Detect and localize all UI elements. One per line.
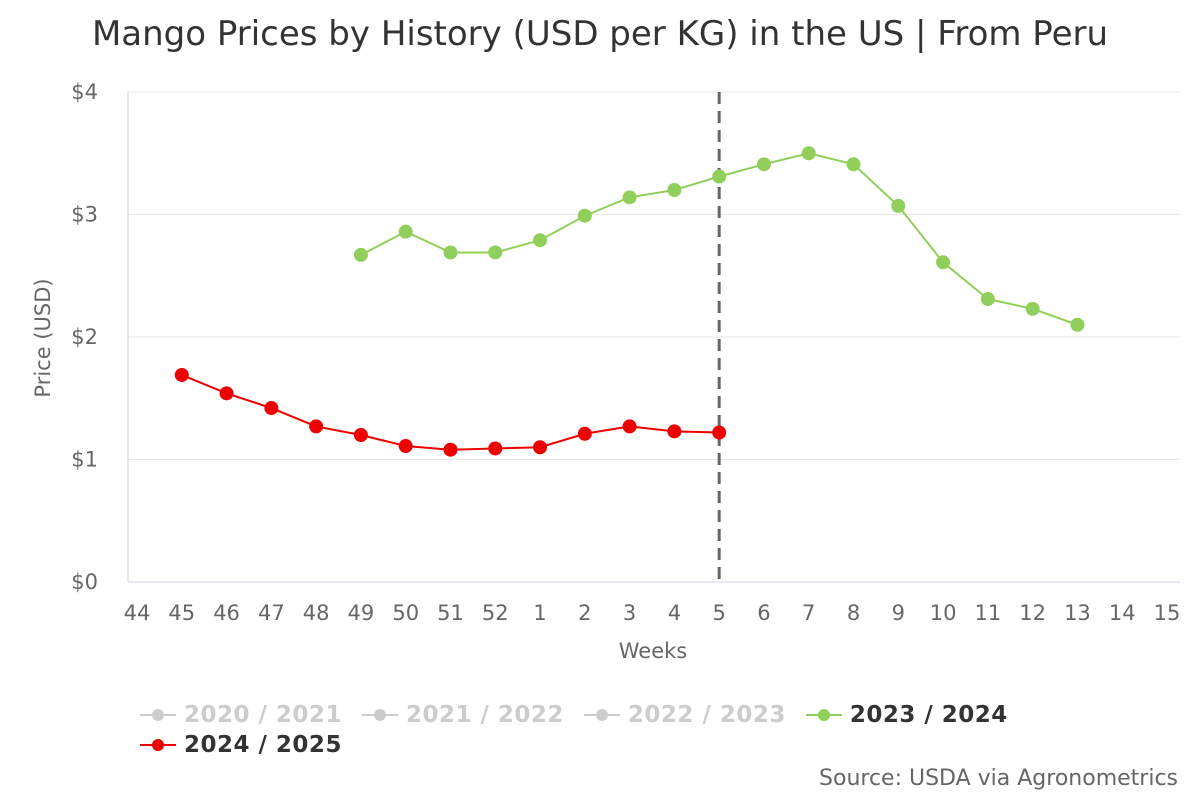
legend-row: 2024 / 2025	[140, 730, 1100, 760]
data-point[interactable]	[801, 146, 816, 161]
legend-item[interactable]: 2023 / 2024	[805, 702, 1008, 728]
x-tick-label: 8	[847, 601, 860, 625]
y-axis-title: Price (USD)	[31, 278, 55, 397]
data-point[interactable]	[622, 419, 637, 434]
x-tick-label: 46	[213, 601, 240, 625]
data-point[interactable]	[533, 233, 548, 248]
legend-label: 2022 / 2023	[627, 702, 786, 728]
x-tick-label: 11	[975, 601, 1002, 625]
data-point[interactable]	[488, 245, 503, 260]
source-credit: Source: USDA via Agronometrics	[819, 766, 1178, 791]
series-20242025	[174, 367, 727, 457]
data-point[interactable]	[980, 292, 995, 307]
legend-label: 2021 / 2022	[405, 702, 564, 728]
x-tick-label: 15	[1154, 601, 1181, 625]
legend-swatch-icon	[361, 707, 398, 723]
x-tick-label: 50	[392, 601, 419, 625]
series-20232024	[353, 146, 1085, 332]
data-point[interactable]	[667, 183, 682, 197]
data-point[interactable]	[1025, 301, 1040, 316]
data-point[interactable]	[533, 440, 548, 455]
x-tick-label: 5	[712, 601, 725, 625]
x-tick-label: 4	[668, 601, 681, 625]
legend-label: 2024 / 2025	[184, 732, 342, 758]
data-point[interactable]	[309, 419, 324, 434]
x-tick-label: 10	[930, 601, 957, 625]
data-point[interactable]	[488, 441, 503, 456]
data-point[interactable]	[443, 442, 458, 457]
line-chart: $0$1$2$3$4 44 45 46 47 48 49 50 51 52 1 2 3 4 5 6 7 8 9 10…	[31, 80, 1181, 663]
data-point[interactable]	[398, 439, 413, 454]
data-point[interactable]	[1070, 317, 1085, 332]
data-point[interactable]	[622, 190, 637, 205]
x-tick-label: 2	[578, 601, 591, 625]
data-point[interactable]	[219, 386, 234, 401]
y-axis: $0 $1 $2 $3 $4	[71, 80, 129, 594]
grid-lines	[128, 91, 1180, 583]
x-tick-label: 6	[757, 601, 770, 625]
data-point[interactable]	[846, 157, 861, 172]
x-tick-label: 49	[348, 601, 375, 625]
data-point[interactable]	[667, 424, 682, 439]
x-tick-label: 51	[437, 601, 464, 625]
x-tick-label: 1	[533, 601, 546, 625]
legend-item[interactable]: 2020 / 2021	[140, 702, 342, 728]
y-tick-label: $2	[71, 325, 98, 349]
y-tick-label: $1	[71, 448, 98, 472]
y-tick-label: $4	[71, 80, 98, 104]
x-tick-label: 48	[303, 601, 330, 625]
data-point[interactable]	[936, 255, 951, 270]
chart-title: Mango Prices by History (USD per KG) in …	[91, 14, 1109, 54]
legend-swatch-icon	[140, 707, 176, 723]
data-point[interactable]	[756, 157, 771, 172]
x-tick-label: 7	[802, 601, 815, 625]
legend-label: 2023 / 2024	[849, 702, 1008, 728]
x-tick-label: 45	[168, 601, 195, 625]
x-tick-label: 52	[482, 601, 509, 625]
legend-row: 2020 / 2021 2021 / 2022 2022 / 2023 2023 / …	[140, 700, 1100, 730]
x-tick-label: 47	[258, 601, 285, 625]
x-tick-label: 12	[1019, 601, 1046, 625]
series-group	[174, 146, 1085, 457]
data-point[interactable]	[443, 245, 458, 260]
data-point[interactable]	[712, 169, 727, 184]
legend-swatch-icon	[583, 707, 620, 723]
legend-item[interactable]: 2021 / 2022	[361, 702, 564, 728]
data-point[interactable]	[577, 426, 592, 441]
data-point[interactable]	[577, 208, 592, 223]
legend-item[interactable]: 2024 / 2025	[140, 732, 342, 758]
data-point[interactable]	[174, 367, 189, 382]
data-point[interactable]	[398, 224, 413, 239]
x-tick-label: 13	[1064, 601, 1091, 625]
data-point[interactable]	[353, 247, 368, 262]
y-tick-label: $0	[71, 570, 98, 594]
x-axis-title: Weeks	[619, 639, 687, 663]
data-point[interactable]	[353, 428, 368, 442]
legend-swatch-icon	[805, 707, 842, 723]
y-tick-label: $3	[71, 203, 98, 227]
x-tick-label: 14	[1109, 601, 1136, 625]
x-tick-label: 44	[124, 601, 151, 625]
legend-label: 2020 / 2021	[184, 702, 342, 728]
series-line	[181, 374, 720, 451]
x-tick-label: 3	[623, 601, 636, 625]
legend: 2020 / 2021 2021 / 2022 2022 / 2023 2023 / …	[140, 700, 1100, 760]
data-point[interactable]	[264, 401, 279, 416]
legend-item[interactable]: 2022 / 2023	[583, 702, 786, 728]
x-tick-label: 9	[892, 601, 905, 625]
x-axis: 44 45 46 47 48 49 50 51 52 1 2 3 4 5 6 7 8 9 10 11 12 13 14 15	[124, 601, 1181, 625]
legend-swatch-icon	[140, 737, 176, 753]
data-point[interactable]	[891, 198, 906, 213]
data-point[interactable]	[712, 425, 727, 440]
